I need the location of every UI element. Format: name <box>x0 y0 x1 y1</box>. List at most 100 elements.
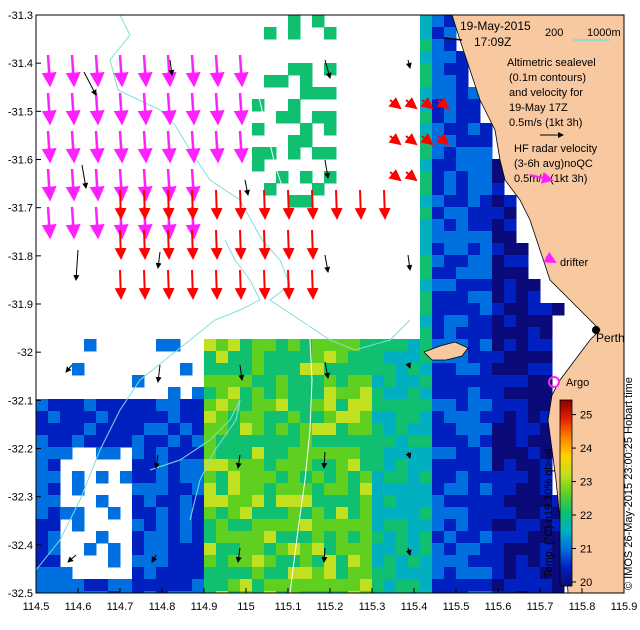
sst-cell <box>504 363 517 376</box>
sst-cell <box>216 579 229 592</box>
sst-cell <box>108 579 121 592</box>
sst-cell <box>372 555 385 568</box>
sst-cell <box>360 507 373 520</box>
sst-cell <box>252 447 265 460</box>
sst-cell <box>36 411 49 424</box>
sst-cell <box>264 471 277 484</box>
sst-cell <box>120 399 133 412</box>
sst-cell <box>492 219 505 232</box>
sst-cell <box>504 411 517 424</box>
sst-cell <box>384 459 397 472</box>
velocity-arrow <box>306 189 319 220</box>
colorbar-ticks: 20 21 22 23 24 25 <box>572 410 592 589</box>
sst-cell <box>384 483 397 496</box>
sst-cell <box>60 423 73 436</box>
sst-cell <box>36 471 49 484</box>
sst-cell <box>516 267 529 280</box>
sst-cell <box>264 75 277 88</box>
sst-cell <box>240 339 253 352</box>
sst-cell <box>456 123 469 136</box>
sst-cell <box>396 447 409 460</box>
sst-cell <box>48 591 61 593</box>
x-tick-label: 114.6 <box>65 601 92 613</box>
sst-cell <box>384 339 397 352</box>
sst-cell <box>468 147 481 160</box>
sst-cell <box>324 87 337 100</box>
velocity-arrow <box>65 130 81 164</box>
sst-cell <box>72 435 85 448</box>
sst-cell <box>132 591 145 593</box>
sst-cell <box>456 435 469 448</box>
sst-cell <box>360 399 373 412</box>
drifter-marker: drifter <box>543 251 588 269</box>
sst-cell <box>300 399 313 412</box>
sst-cell <box>252 363 265 376</box>
sst-cell <box>528 399 541 412</box>
sst-cell <box>432 123 445 136</box>
sst-cell <box>444 327 457 340</box>
sst-cell <box>348 531 361 544</box>
sst-cell <box>228 507 241 520</box>
sst-cell <box>276 447 289 460</box>
rottnest-island <box>423 341 469 361</box>
sst-cell <box>492 483 505 496</box>
velocity-arrow <box>89 130 105 164</box>
sst-cell <box>240 351 253 364</box>
x-tick-label: 115.3 <box>359 601 386 613</box>
sst-cell <box>456 87 469 100</box>
sst-cell <box>336 543 349 556</box>
sst-cell <box>432 195 445 208</box>
sst-cell <box>96 579 109 592</box>
velocity-arrow <box>321 547 328 563</box>
velocity-arrow <box>161 92 177 126</box>
sst-cell <box>420 363 433 376</box>
sst-cell <box>288 63 301 76</box>
sst-cell <box>336 555 349 568</box>
sst-cell <box>468 159 481 172</box>
sst-cell <box>288 591 301 593</box>
sst-cell <box>432 147 445 160</box>
sst-cell <box>480 447 493 460</box>
sst-cell <box>276 507 289 520</box>
sst-cell <box>204 519 217 532</box>
sst-cell <box>288 399 301 412</box>
sst-cell <box>504 303 517 316</box>
sst-cell <box>240 495 253 508</box>
velocity-arrow <box>436 133 450 146</box>
sst-cell <box>276 435 289 448</box>
velocity-arrow <box>168 59 175 76</box>
sst-cell <box>312 447 325 460</box>
sst-cell <box>228 435 241 448</box>
sst-cell <box>300 447 313 460</box>
sst-cell <box>504 267 517 280</box>
velocity-arrow <box>65 168 81 202</box>
sst-cell <box>60 579 73 592</box>
sst-cell <box>468 375 481 388</box>
sst-cell <box>432 207 445 220</box>
velocity-arrow <box>161 130 177 164</box>
sst-cell <box>204 531 217 544</box>
sst-cell <box>312 471 325 484</box>
sst-cell <box>204 591 217 593</box>
sst-cell <box>444 75 457 88</box>
sst-cell <box>516 423 529 436</box>
sst-cell <box>264 459 277 472</box>
sst-cell <box>240 531 253 544</box>
sst-cell <box>300 411 313 424</box>
sst-cell <box>252 531 265 544</box>
sst-cell <box>408 471 421 484</box>
sst-cell <box>276 543 289 556</box>
sst-cell <box>360 495 373 508</box>
sst-cell <box>204 471 217 484</box>
sst-cell <box>444 159 457 172</box>
sst-cell <box>396 435 409 448</box>
sst-cell <box>468 483 481 496</box>
sst-cell <box>468 303 481 316</box>
velocity-arrow <box>65 54 81 88</box>
y-tick-label: -31.8 <box>8 251 33 263</box>
sst-cell <box>312 579 325 592</box>
sst-cell <box>432 291 445 304</box>
sst-cell <box>420 327 433 340</box>
sst-cell <box>504 243 517 256</box>
sst-cell <box>156 507 169 520</box>
